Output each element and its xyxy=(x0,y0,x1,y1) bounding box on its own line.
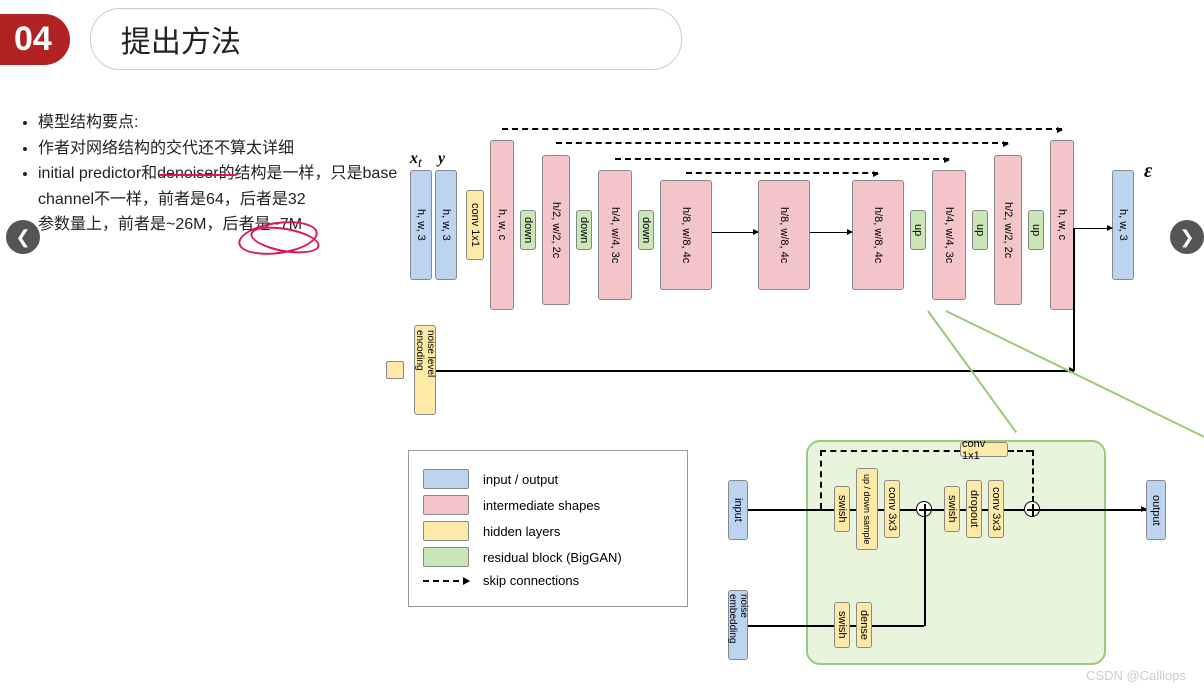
feature-block: h/2, w/2, 2c xyxy=(994,155,1022,305)
bullet-item: 作者对网络结构的交代还不算太详细 xyxy=(38,136,400,162)
up-block: up xyxy=(1028,210,1044,250)
conv1x1-skip: conv 1x1 xyxy=(960,442,1008,457)
updown-sample-block: up / down sample xyxy=(856,468,878,550)
feature-block: h/8, w/8, 4c xyxy=(852,180,904,290)
output-label-eps: ε xyxy=(1144,160,1152,183)
legend-row: residual block (BigGAN) xyxy=(423,547,673,567)
noise-arrow xyxy=(436,370,1074,372)
detail-skip xyxy=(1008,450,1032,452)
legend-label: skip connections xyxy=(483,573,579,588)
flow-arrow xyxy=(712,232,758,233)
detail-output: output xyxy=(1146,480,1166,540)
bullet-item: initial predictor和denoiser的结构是一样，只是base … xyxy=(38,161,400,212)
legend-row: hidden layers xyxy=(423,521,673,541)
input-label-xt: xt xyxy=(410,150,422,171)
legend-row: input / output xyxy=(423,469,673,489)
noise-rise xyxy=(1073,228,1075,371)
skip-connection xyxy=(556,142,1008,144)
detail-input: input xyxy=(728,480,748,540)
bullet-item: 模型结构要点: xyxy=(38,110,400,136)
swish-block: swish xyxy=(834,486,850,532)
down-block: down xyxy=(576,210,592,250)
flow-arrow xyxy=(1074,228,1112,229)
feature-block: h/2, w/2, 2c xyxy=(542,155,570,305)
detail-noise-emb: noise embedding xyxy=(728,590,748,660)
bullet-item: 参数量上，前者是~26M，后者是~7M xyxy=(38,212,400,238)
legend-swatch-green xyxy=(423,547,469,567)
conv1x1-block: conv 1x1 xyxy=(466,190,484,260)
watermark: CSDN @Calliops xyxy=(1086,668,1186,683)
flow-arrow xyxy=(810,232,852,233)
legend-label: residual block (BigGAN) xyxy=(483,550,622,565)
legend-label: input / output xyxy=(483,472,558,487)
legend-box: input / output intermediate shapes hidde… xyxy=(408,450,688,607)
skip-connection xyxy=(502,128,1062,130)
feature-block: h, w, c xyxy=(1050,140,1074,310)
detail-skip-v xyxy=(1032,450,1034,502)
conv3x3-block: conv 3x3 xyxy=(988,480,1004,538)
feature-block: h, w, c xyxy=(490,140,514,310)
down-block: down xyxy=(638,210,654,250)
detail-rise xyxy=(924,517,926,626)
swish-block: swish xyxy=(834,602,850,648)
input-block-y: h, w, 3 xyxy=(435,170,457,280)
residual-block-detail: input noise embedding output conv 1x1 sw… xyxy=(718,430,1188,675)
legend-row: skip connections xyxy=(423,573,673,588)
feature-block: h/4, w/4, 3c xyxy=(932,170,966,300)
dropout-block: dropout xyxy=(966,480,982,538)
legend-label: intermediate shapes xyxy=(483,498,600,513)
legend-swatch-blue xyxy=(423,469,469,489)
legend-swatch-pink xyxy=(423,495,469,515)
feature-block: h/8, w/8, 4c xyxy=(660,180,712,290)
detail-skip xyxy=(820,450,960,452)
detail-skip-v xyxy=(820,450,822,509)
swish-block: swish xyxy=(944,486,960,532)
dense-block: dense xyxy=(856,602,872,648)
detail-background xyxy=(806,440,1106,665)
feature-block: h/8, w/8, 4c xyxy=(758,180,810,290)
detail-line xyxy=(1040,509,1146,511)
slide-header: 04 提出方法 xyxy=(0,8,682,70)
up-block: up xyxy=(910,210,926,250)
up-block: up xyxy=(972,210,988,250)
noise-level-encoding: noise level encoding xyxy=(414,325,436,415)
section-title: 提出方法 xyxy=(90,8,682,70)
add-op xyxy=(916,501,932,517)
skip-connection xyxy=(686,172,878,174)
add-op xyxy=(1024,501,1040,517)
prev-slide-button[interactable]: ❮ xyxy=(6,220,40,254)
down-block: down xyxy=(520,210,536,250)
input-label-y: y xyxy=(438,150,445,168)
legend-row: intermediate shapes xyxy=(423,495,673,515)
section-number-badge: 04 xyxy=(0,14,70,65)
alpha-box xyxy=(386,361,404,379)
output-block: h, w, 3 xyxy=(1112,170,1134,280)
legend-dash-icon xyxy=(423,580,469,582)
feature-block: h/4, w/4, 3c xyxy=(598,170,632,300)
legend-swatch-yellow xyxy=(423,521,469,541)
legend-label: hidden layers xyxy=(483,524,560,539)
skip-connection xyxy=(615,158,949,160)
conv3x3-block: conv 3x3 xyxy=(884,480,900,538)
input-block-xt: h, w, 3 xyxy=(410,170,432,280)
annotation-underline xyxy=(158,170,238,176)
